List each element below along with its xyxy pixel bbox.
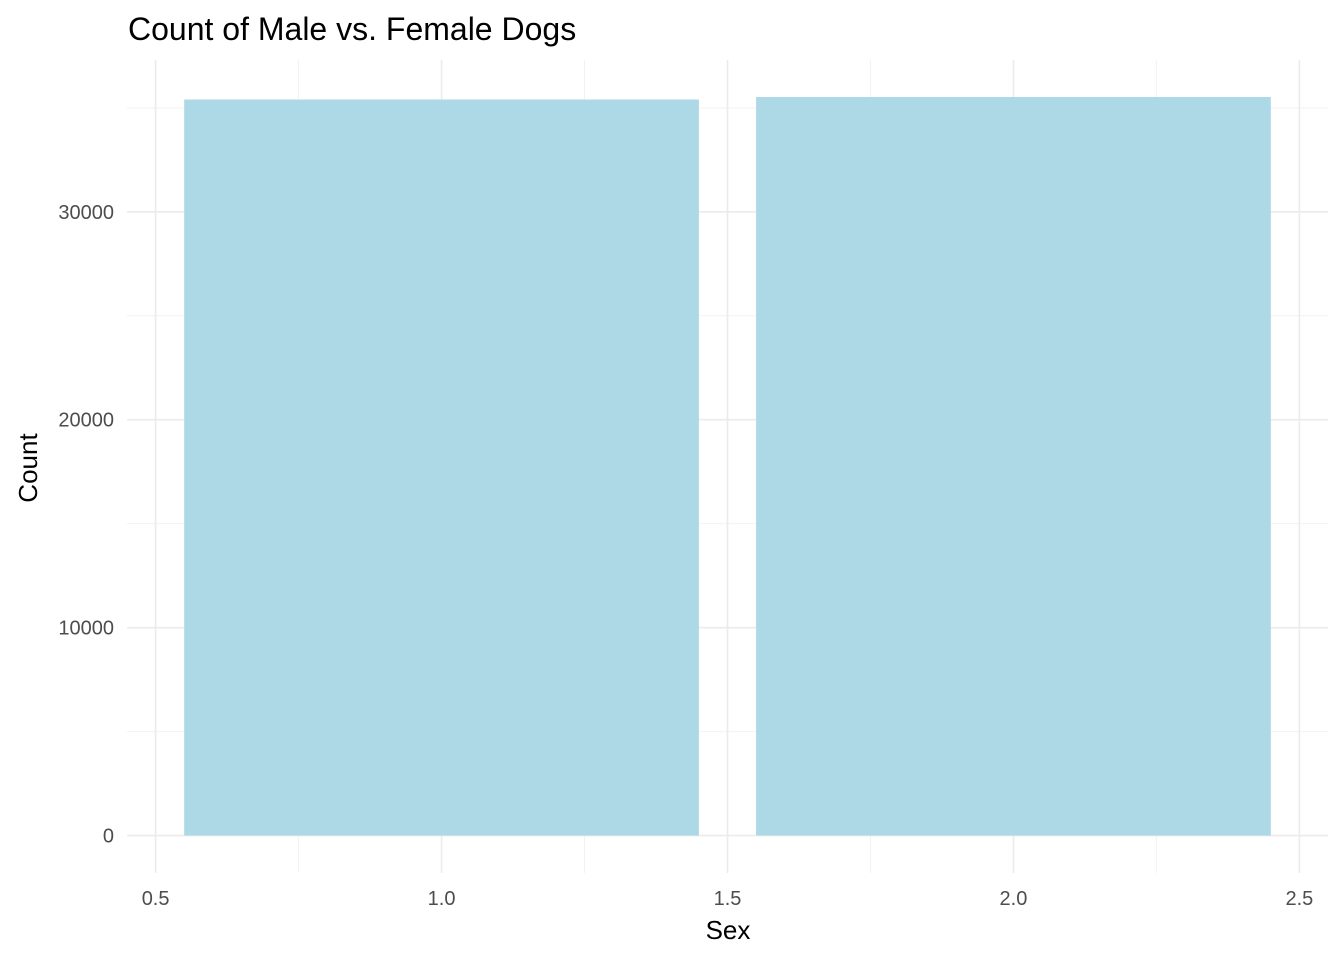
y-tick-label: 30000: [58, 202, 114, 224]
x-tick-label: 0.5: [142, 888, 170, 910]
bar: [184, 99, 699, 836]
x-axis-ticks: 0.5 1.0 1.5 2.0 2.5: [142, 888, 1314, 910]
y-axis-title: Count: [13, 433, 43, 503]
x-axis-title: Sex: [706, 915, 751, 945]
y-axis-ticks: 0 10000 20000 30000: [58, 202, 114, 848]
x-tick-label: 2.0: [1000, 888, 1028, 910]
bar: [756, 97, 1271, 836]
x-tick-label: 1.0: [428, 888, 456, 910]
y-tick-label: 10000: [58, 618, 114, 640]
x-tick-label: 1.5: [714, 888, 742, 910]
bars: [184, 97, 1271, 836]
x-tick-label: 2.5: [1285, 888, 1313, 910]
chart-title: Count of Male vs. Female Dogs: [128, 11, 576, 47]
y-tick-label: 20000: [58, 410, 114, 432]
y-tick-label: 0: [103, 826, 114, 848]
